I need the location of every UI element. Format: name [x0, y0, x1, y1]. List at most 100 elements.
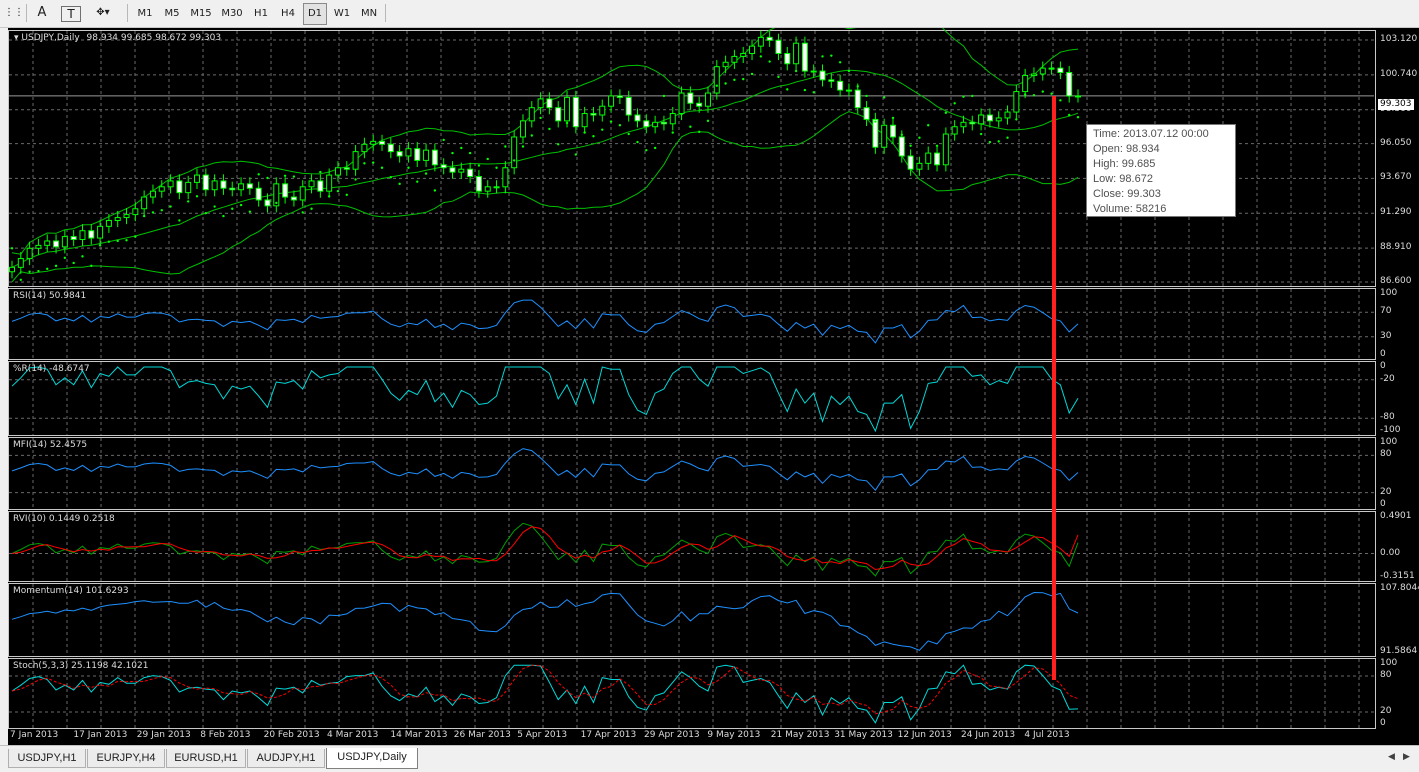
- parabolic-sar-dot: [1076, 115, 1080, 119]
- parabolic-sar-dot: [1067, 113, 1071, 117]
- candle-body: [766, 36, 773, 41]
- indicator-tick-label: 100: [1380, 437, 1398, 447]
- time-tick-label: 24 Jun 2013: [961, 730, 1016, 740]
- tab-scroll-left-icon[interactable]: ◀: [1388, 752, 1395, 762]
- timeframe-d1-button[interactable]: D1: [303, 3, 327, 25]
- indicator-label: %R(14) -48.6747: [13, 364, 90, 374]
- parabolic-sar-dot: [345, 193, 348, 197]
- arrows-tool-icon[interactable]: ✥▾: [96, 7, 110, 18]
- parabolic-sar-dot: [918, 136, 921, 139]
- chart-tab[interactable]: AUDJPY,H1: [247, 749, 325, 768]
- parabolic-sar-dot: [54, 264, 58, 268]
- williams-r-line: [11, 366, 1079, 433]
- candle-body: [158, 186, 165, 192]
- indicator-label: Momentum(14) 101.6293: [13, 586, 129, 596]
- timeframe-m5-button[interactable]: M5: [164, 8, 180, 19]
- parabolic-sar-dot: [909, 144, 912, 147]
- crosshair-menu-icon[interactable]: ⋮⋮: [4, 7, 24, 18]
- candle-body: [79, 230, 86, 241]
- timeframe-w1-button[interactable]: W1: [333, 8, 351, 19]
- candle-body: [925, 152, 932, 164]
- timeframe-h4-button[interactable]: H4: [281, 8, 295, 19]
- candle-body: [546, 98, 553, 109]
- candle-body: [308, 180, 315, 188]
- chart-tab[interactable]: EURUSD,H1: [166, 749, 246, 768]
- parabolic-sar-dot: [90, 264, 93, 268]
- collapse-triangle-icon[interactable]: ▾: [14, 33, 19, 43]
- indicator-tick-label: -80: [1380, 412, 1395, 423]
- chart-canvas[interactable]: [8, 28, 1419, 745]
- parabolic-sar-dot: [847, 69, 851, 73]
- indicator-tick-label: 70: [1380, 306, 1392, 317]
- tab-scroll-right-icon[interactable]: ▶: [1403, 752, 1410, 762]
- parabolic-sar-dot: [389, 176, 393, 179]
- candle-body: [564, 96, 571, 122]
- timeframe-h1-button[interactable]: H1: [254, 8, 268, 19]
- parabolic-sar-dot: [944, 111, 948, 115]
- price-tick-label: 103.120: [1380, 34, 1418, 44]
- time-tick-label: 12 Jun 2013: [897, 730, 952, 740]
- candle-body: [810, 70, 817, 73]
- candle-body: [652, 121, 659, 128]
- candle-body: [53, 240, 60, 248]
- time-tick-label: 21 May 2013: [770, 730, 830, 740]
- indicator-tick-label: 0: [1380, 361, 1386, 371]
- chart-tab[interactable]: EURJPY,H4: [87, 749, 165, 768]
- candle-body: [167, 180, 174, 188]
- candle-body: [749, 45, 756, 54]
- candle-body: [484, 186, 491, 192]
- parabolic-sar-dot: [239, 203, 243, 207]
- indicator-tick-label: 0: [1380, 349, 1386, 359]
- timeframe-m15-button[interactable]: M15: [190, 8, 212, 19]
- candle-body: [246, 183, 253, 189]
- candle-body: [458, 168, 465, 173]
- parabolic-sar-dot: [213, 205, 216, 208]
- parabolic-sar-dot: [372, 161, 375, 164]
- candle-body: [70, 236, 77, 241]
- text-label-tool-icon[interactable]: T: [61, 6, 81, 22]
- parabolic-sar-dot: [1041, 90, 1044, 93]
- time-tick-label: 4 Jul 2013: [1024, 730, 1070, 740]
- timeframe-m30-button[interactable]: M30: [221, 8, 243, 19]
- candle-body: [713, 66, 720, 94]
- candle-body: [722, 61, 729, 68]
- bollinger-middle-line: [11, 69, 1079, 268]
- tooltip-high: High: 99.685: [1093, 158, 1156, 170]
- chart-tab[interactable]: USDJPY,H1: [8, 749, 86, 768]
- candle-body: [660, 121, 667, 125]
- text-tool-icon[interactable]: A: [37, 5, 47, 20]
- candle-body: [9, 266, 15, 273]
- candle-body: [379, 140, 386, 145]
- parabolic-sar-dot: [565, 121, 569, 125]
- candle-body: [828, 79, 835, 82]
- candle-body: [467, 168, 474, 178]
- indicator-label: MFI(14) 52.4575: [13, 440, 88, 450]
- parabolic-sar-dot: [812, 91, 815, 94]
- chart-window[interactable]: ▾ USDJPY,Daily 98.934 99.685 98.672 99.3…: [8, 28, 1419, 745]
- parabolic-sar-dot: [830, 54, 833, 57]
- candle-body: [361, 143, 368, 153]
- time-tick-label: 31 May 2013: [834, 730, 893, 740]
- candle-body: [1004, 111, 1011, 119]
- parabolic-sar-dot: [627, 132, 630, 136]
- indicator-tick-label: 100: [1380, 658, 1398, 668]
- parabolic-sar-dot: [257, 173, 260, 176]
- timeframe-m1-button[interactable]: M1: [137, 8, 153, 19]
- parabolic-sar-dot: [574, 153, 578, 156]
- parabolic-sar-dot: [521, 145, 525, 148]
- stoch-signal-line: [11, 664, 1079, 715]
- parabolic-sar-dot: [301, 211, 304, 214]
- timeframe-mn-button[interactable]: MN: [360, 8, 378, 19]
- indicator-tick-label: 0.4901: [1380, 511, 1412, 521]
- pane-border: [8, 30, 1376, 287]
- parabolic-sar-dot: [803, 88, 807, 92]
- chart-tab[interactable]: USDJPY,Daily: [326, 748, 418, 769]
- candle-body: [396, 151, 403, 157]
- current-price-tag: 99.303: [1378, 99, 1414, 110]
- parabolic-sar-dot: [186, 200, 190, 203]
- tooltip-volume: Volume: 58216: [1093, 203, 1167, 215]
- indicator-tick-label: 20: [1380, 486, 1392, 497]
- candle-body: [555, 107, 562, 122]
- pane-border: [8, 361, 1376, 436]
- candle-body: [625, 96, 632, 116]
